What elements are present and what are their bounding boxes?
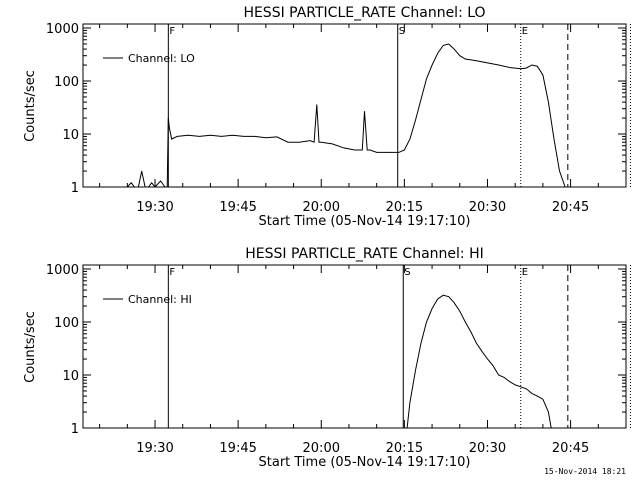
marker-label: E — [522, 26, 528, 37]
x-tick-label: 19:45 — [219, 200, 256, 215]
hi-channel-panel: HESSI PARTICLE_RATE Channel: HI 1 10 100 100… — [23, 246, 631, 470]
marker-label: E — [522, 267, 528, 278]
x-tick-label: 19:30 — [136, 200, 173, 215]
x-axis-label: Start Time (05-Nov-14 19:17:10) — [259, 214, 471, 229]
marker-label: S — [404, 267, 410, 278]
y-tick-label: 100 — [54, 316, 79, 331]
marker-label: F — [169, 267, 175, 278]
y-axis-label: Counts/sec — [23, 311, 38, 383]
chart-title: HESSI PARTICLE_RATE Channel: LO — [243, 5, 485, 21]
x-tick-label: 20:45 — [552, 200, 589, 215]
x-tick-label: 20:30 — [469, 200, 506, 215]
y-tick-label: 1000 — [46, 263, 79, 278]
y-tick-label: 10 — [62, 369, 79, 384]
series-line — [99, 43, 566, 187]
y-tick-label: 1 — [71, 181, 79, 196]
x-tick-label: 20:15 — [386, 200, 423, 215]
y-tick-label: 1000 — [46, 22, 79, 37]
legend: Channel: LO — [103, 52, 195, 65]
lo-channel-panel: HESSI PARTICLE_RATE Channel: LO 1 10 100 100… — [23, 5, 631, 229]
plot-frame — [82, 23, 627, 188]
y-tick-label: 1 — [71, 422, 79, 437]
series-line — [406, 294, 552, 428]
chart-title: HESSI PARTICLE_RATE Channel: HI — [245, 246, 483, 262]
x-tick-label: 19:30 — [136, 441, 173, 456]
x-tick-label: 20:00 — [303, 200, 340, 215]
legend-label: Channel: LO — [128, 52, 195, 65]
x-tick-label: 20:15 — [386, 441, 423, 456]
x-tick-label: 20:30 — [469, 441, 506, 456]
legend: Channel: HI — [103, 293, 192, 306]
marker-label: S — [399, 26, 405, 37]
x-tick-label: 19:45 — [219, 441, 256, 456]
y-tick-label: 100 — [54, 75, 79, 90]
legend-label: Channel: HI — [128, 293, 192, 306]
y-axis-label: Counts/sec — [23, 70, 38, 142]
footer-timestamp: 15-Nov-2014 18:21 — [544, 467, 626, 476]
marker-label: F — [169, 26, 175, 37]
x-axis-label: Start Time (05-Nov-14 19:17:10) — [259, 455, 471, 470]
x-tick-label: 20:00 — [303, 441, 340, 456]
plot-frame — [82, 264, 627, 429]
y-tick-label: 10 — [62, 128, 79, 143]
x-tick-label: 20:45 — [552, 441, 589, 456]
